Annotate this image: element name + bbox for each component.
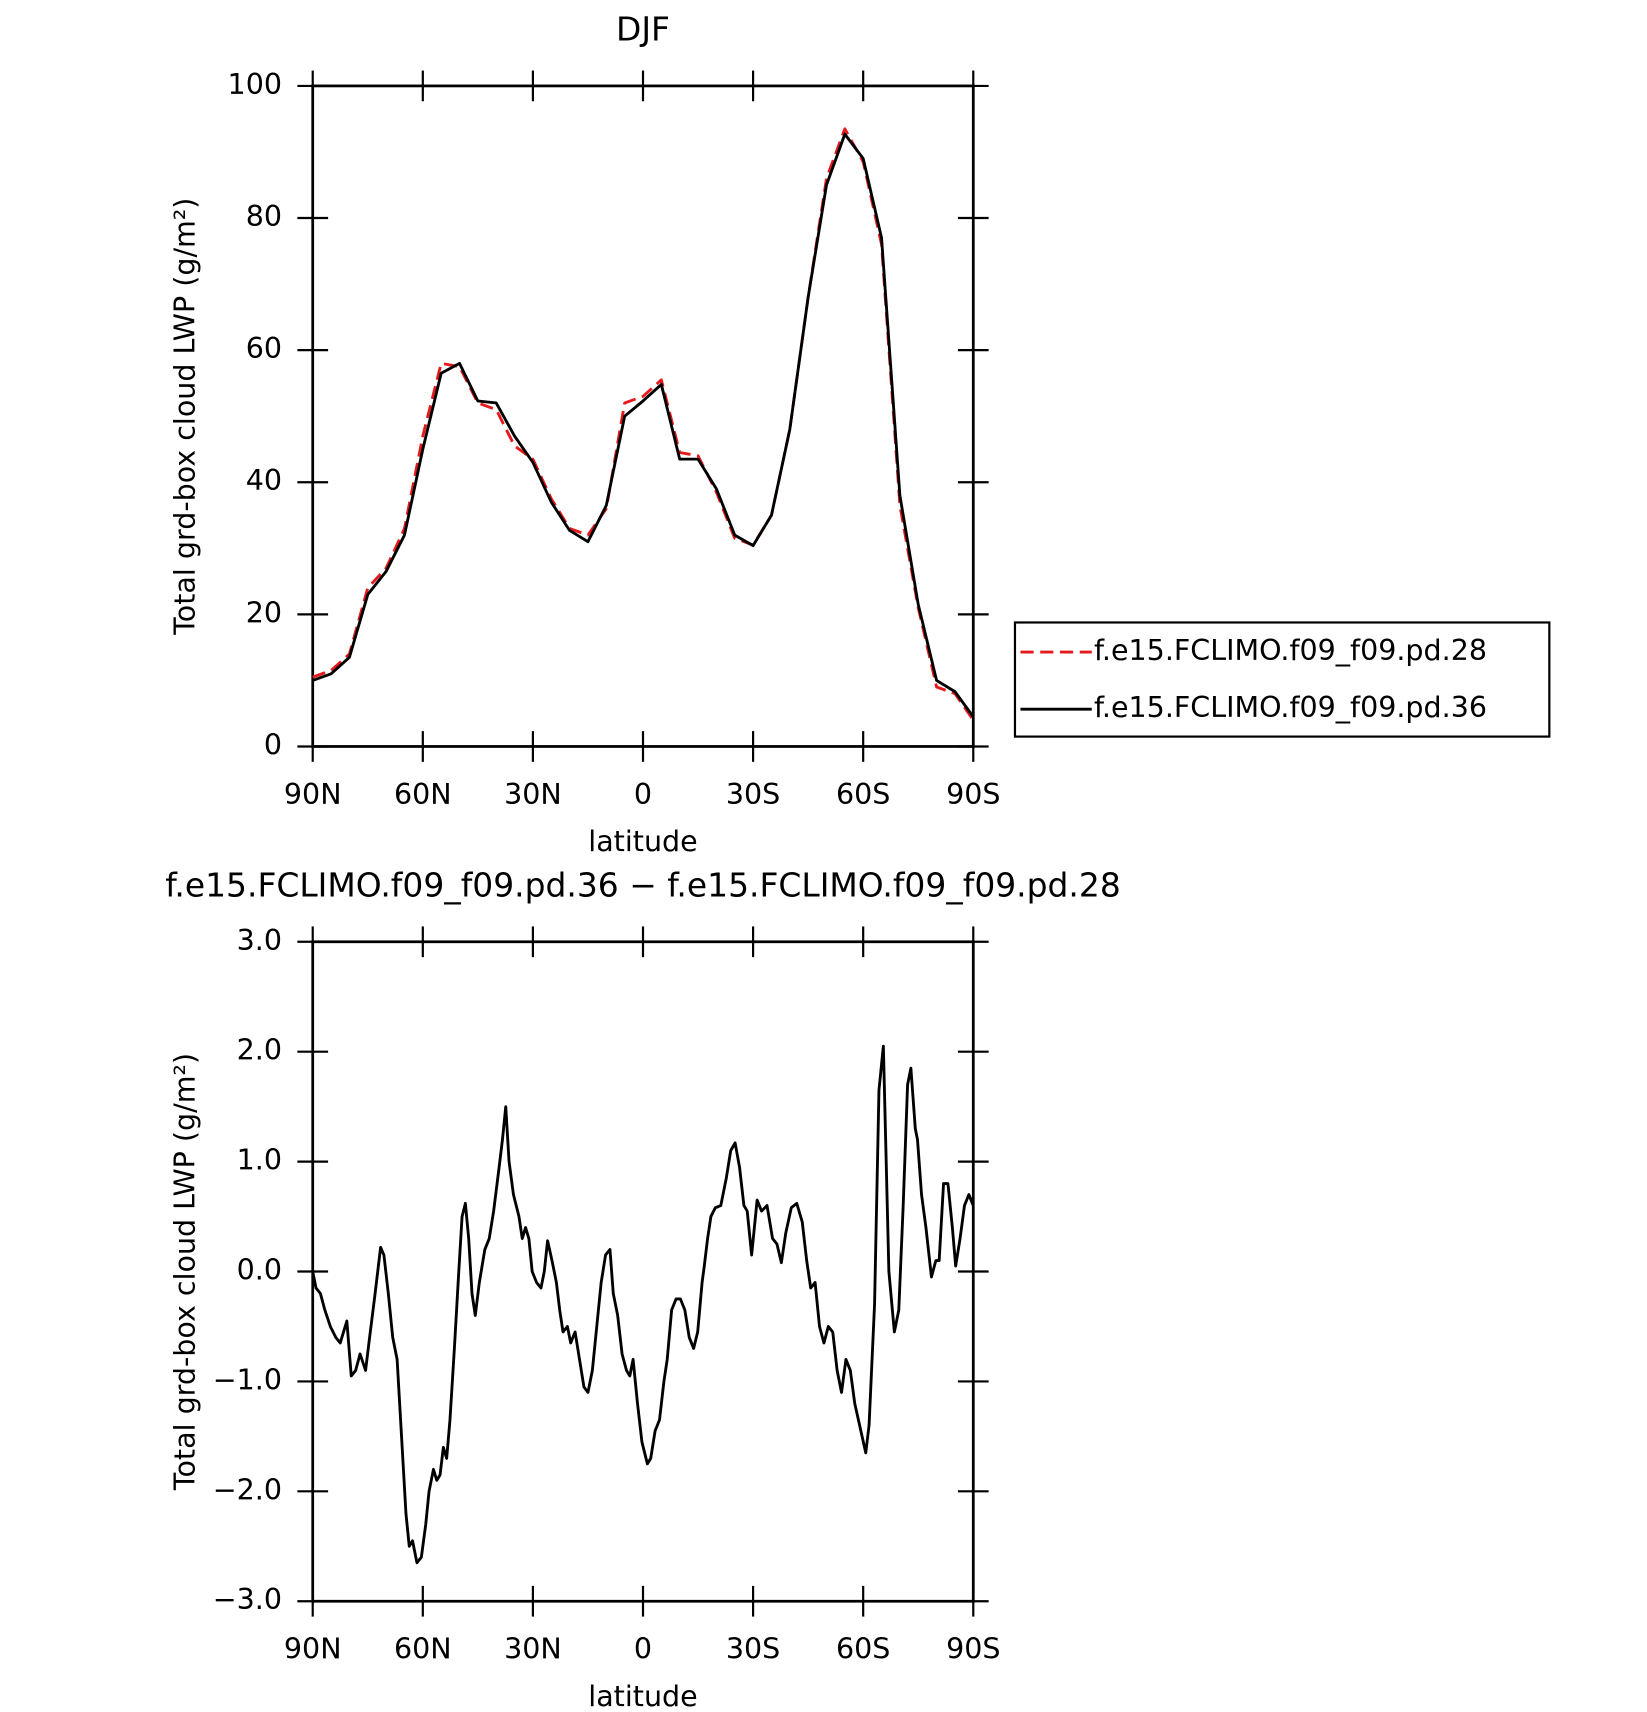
x-tick-label: 90S (946, 778, 1000, 811)
y-tick-label: −1.0 (213, 1363, 282, 1396)
x-tick-label: 30N (504, 1633, 562, 1666)
y-tick-label: 3.0 (237, 924, 282, 957)
y-tick-label: 0 (264, 728, 282, 761)
x-tick-label: 60S (836, 1633, 890, 1666)
x-tick-label: 60N (394, 1633, 452, 1666)
y-tick-label: 20 (246, 596, 282, 629)
legend-box (1013, 621, 1551, 738)
series-line (312, 132, 975, 718)
x-tick-label: 30S (726, 1633, 780, 1666)
x-tick-label: 0 (634, 1633, 652, 1666)
series-line (311, 1044, 975, 1565)
y-tick-label: 100 (228, 68, 282, 101)
legend-label: f.e15.FCLIMO.f09_f09.pd.28 (1094, 634, 1487, 667)
y-axis-label: Total grd-box cloud LWP (g/m²) (169, 1053, 202, 1491)
y-tick-label: −3.0 (213, 1583, 282, 1616)
y-tick-label: −2.0 (213, 1473, 282, 1506)
x-tick-label: 60S (836, 778, 890, 811)
x-tick-label: 90N (284, 1633, 342, 1666)
y-tick-label: 2.0 (237, 1034, 282, 1067)
x-tick-label: 30S (726, 778, 780, 811)
y-axis-label: Total grd-box cloud LWP (g/m²) (169, 198, 202, 636)
y-tick-label: 40 (246, 464, 282, 497)
x-tick-label: 60N (394, 778, 452, 811)
x-axis-label: latitude (588, 825, 697, 858)
series-line (312, 127, 975, 721)
x-tick-label: 90S (946, 1633, 1000, 1666)
plot-frame (311, 84, 975, 748)
chart-title: f.e15.FCLIMO.f09_f09.pd.36 − f.e15.FCLIM… (165, 865, 1121, 904)
x-tick-label: 0 (634, 778, 652, 811)
y-tick-label: 80 (246, 200, 282, 233)
y-tick-label: 60 (246, 332, 282, 365)
x-axis-label: latitude (588, 1680, 697, 1708)
legend-label: f.e15.FCLIMO.f09_f09.pd.36 (1094, 691, 1487, 724)
y-tick-label: 0.0 (237, 1254, 282, 1287)
x-tick-label: 30N (504, 778, 562, 811)
x-tick-label: 90N (284, 778, 342, 811)
chart-title: DJF (616, 10, 670, 49)
y-tick-label: 1.0 (237, 1144, 282, 1177)
